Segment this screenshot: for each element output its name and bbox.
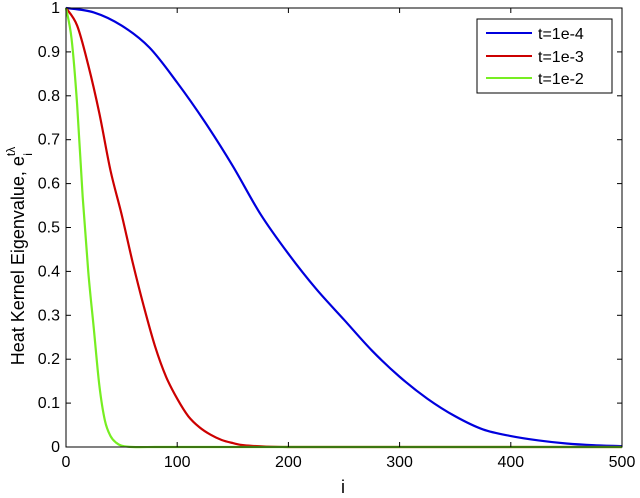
y-tick-label: 0.2 [38, 351, 60, 368]
legend-label-t1e-4: t=1e-4 [538, 26, 584, 43]
y-tick-label: 0.9 [38, 44, 60, 61]
legend-label-t1e-3: t=1e-3 [538, 49, 584, 66]
tick-group: 0 100 200 300 400 500 0 0.1 0.2 0.3 0.4 0.5 0.6 0.7 0.… [38, 0, 636, 471]
y-axis-label: Heat Kernel Eigenvalue, etλ i [4, 147, 35, 365]
y-tick-label: 0.1 [38, 395, 60, 412]
y-axis-label-group: Heat Kernel Eigenvalue, etλ i [4, 147, 35, 365]
series-line-0 [65, 6, 623, 448]
y-tick-label: 0.4 [38, 263, 60, 280]
y-tick-label: 0.5 [38, 220, 60, 237]
y-axis-label-superscript: tλ [4, 147, 18, 156]
legend-label-t1e-2: t=1e-2 [538, 71, 584, 88]
x-tick-label: 300 [386, 454, 413, 471]
y-tick-label: 0.7 [38, 132, 60, 149]
y-tick-label: 0.6 [38, 176, 60, 193]
x-tick-label: 500 [609, 454, 636, 471]
y-tick-label: 1 [51, 0, 60, 17]
x-tick-label: 100 [164, 454, 191, 471]
x-tick-label: 200 [275, 454, 302, 471]
legend: t=1e-4 t=1e-3 t=1e-2 [476, 18, 613, 94]
x-tick-label: 400 [497, 454, 524, 471]
y-tick-label: 0.8 [38, 88, 60, 105]
y-axis-label-subscript: i [21, 153, 35, 156]
y-tick-label: 0 [51, 439, 60, 456]
x-tick-label: 0 [62, 454, 71, 471]
y-axis-label-main: Heat Kernel Eigenvalue, e [8, 156, 28, 365]
x-axis-label: i [341, 477, 345, 497]
y-tick-label: 0.3 [38, 307, 60, 324]
